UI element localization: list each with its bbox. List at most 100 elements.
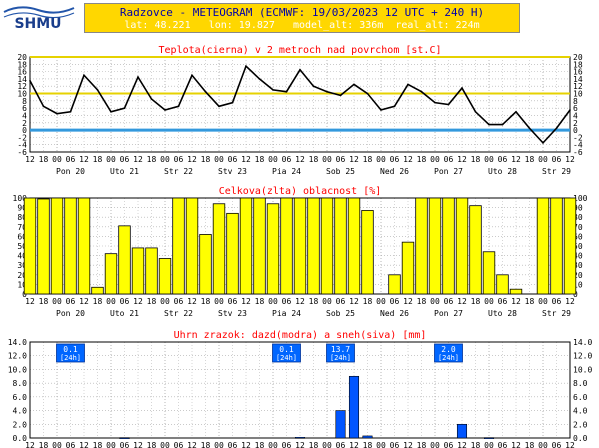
y-tick-label-left: 0.0: [13, 434, 28, 443]
temperature-point: [231, 101, 234, 104]
x-tick-hour: 06: [228, 297, 238, 306]
x-tick-hour: 18: [309, 297, 319, 306]
y-tick-label-right: 18: [573, 60, 583, 69]
x-tick-hour: 18: [147, 297, 157, 306]
chart-title: Uhrn zrazok: dazd(modra) a sneh(siva) [m…: [174, 330, 427, 341]
y-tick-label-left: 20: [17, 271, 27, 280]
y-tick-label-left: 12.0: [8, 352, 27, 361]
temperature-point: [150, 98, 153, 100]
y-tick-label-right: 8.0: [573, 379, 588, 388]
cloud-bar: [442, 197, 455, 295]
temperature-point: [501, 123, 504, 126]
x-tick-hour: 06: [120, 155, 130, 164]
x-tick-hour: 18: [525, 441, 535, 448]
temperature-point: [137, 76, 139, 78]
x-tick-hour: 06: [66, 297, 76, 306]
temperature-point: [164, 109, 166, 111]
temperature-point: [474, 111, 477, 113]
temperature-point: [434, 101, 436, 104]
x-tick-hour: 06: [228, 155, 238, 164]
y-tick-label-left: 8.0: [13, 379, 28, 388]
x-tick-hour: 06: [174, 155, 184, 164]
y-tick-label-left: 10.0: [8, 365, 27, 374]
x-tick-hour: 00: [106, 155, 116, 164]
x-tick-hour: 06: [174, 441, 184, 448]
daily-total-unit: [24h]: [276, 354, 297, 362]
x-tick-hour: 12: [79, 441, 89, 448]
header-real-alt: real_alt: 224m: [395, 20, 480, 31]
x-tick-hour: 12: [457, 297, 467, 306]
header-lon: lon: 19.827: [208, 20, 275, 31]
x-tick-hour: 12: [511, 297, 521, 306]
x-tick-hour: 06: [282, 297, 292, 306]
daily-total-unit: [24h]: [330, 354, 351, 362]
x-tick-hour: 06: [282, 155, 292, 164]
shmu-logo-graphic: SHMU: [3, 6, 75, 32]
y-tick-label-left: 6: [22, 104, 27, 113]
y-tick-label-right: 40: [573, 252, 583, 261]
cloud-bar: [158, 258, 172, 295]
cloud-bar: [77, 197, 91, 295]
x-tick-hour: 12: [79, 155, 89, 164]
x-tick-hour: 06: [498, 441, 508, 448]
x-tick-hour: 00: [538, 155, 548, 164]
header-location: lat: 48.221 lon: 19.827 model_alt: 336m …: [85, 20, 519, 31]
x-day-label: Pia 24: [272, 167, 301, 176]
x-tick-hour: 06: [498, 297, 508, 306]
daily-total-box: [326, 343, 355, 363]
x-tick-hour: 06: [120, 297, 130, 306]
cloud-bar: [226, 212, 239, 295]
x-tick-hour: 12: [565, 155, 575, 164]
y-tick-label-left: 60: [17, 232, 27, 241]
x-tick-hour: 06: [120, 441, 130, 448]
temperature-point: [488, 123, 490, 126]
cloud-bar: [415, 197, 428, 295]
x-tick-hour: 12: [187, 297, 197, 306]
cloud-bar: [118, 225, 131, 295]
x-tick-hour: 00: [322, 297, 332, 306]
y-tick-label-right: 10.0: [573, 365, 592, 374]
y-tick-label-right: 4: [573, 111, 578, 120]
x-tick-hour: 18: [255, 155, 265, 164]
daily-total-box: [434, 343, 463, 363]
x-tick-hour: 12: [187, 441, 197, 448]
x-tick-hour: 00: [484, 297, 494, 306]
x-tick-hour: 06: [444, 155, 454, 164]
x-tick-hour: 00: [376, 155, 386, 164]
temperature-point: [542, 142, 544, 144]
x-tick-hour: 06: [282, 441, 292, 448]
chart-title: Celkova(zlta) oblacnost [%]: [219, 186, 382, 197]
cloud-bar: [239, 197, 253, 295]
cloud-bar: [172, 197, 185, 295]
x-tick-hour: 00: [106, 441, 116, 448]
x-tick-hour: 06: [228, 441, 238, 448]
x-tick-hour: 06: [552, 297, 562, 306]
y-tick-label-right: 90: [573, 204, 583, 213]
temperature-point: [393, 105, 396, 108]
x-tick-hour: 06: [66, 441, 76, 448]
y-tick-label-left: 30: [17, 261, 27, 270]
cloud-bar: [334, 197, 347, 295]
y-tick-label-left: -2: [17, 133, 27, 142]
x-tick-hour: 12: [511, 155, 521, 164]
temperature-point: [218, 105, 220, 108]
x-tick-hour: 12: [349, 155, 359, 164]
x-tick-hour: 06: [390, 441, 400, 448]
temperature-point: [461, 87, 463, 89]
y-tick-label-left: 2.0: [13, 420, 28, 429]
y-tick-label-left: 80: [17, 213, 27, 222]
x-tick-hour: 00: [430, 297, 440, 306]
cloud-bar: [361, 210, 374, 295]
temperature-point: [353, 83, 355, 86]
cloud-bar: [550, 197, 563, 295]
x-tick-hour: 00: [322, 155, 332, 164]
x-tick-hour: 06: [336, 441, 346, 448]
x-tick-hour: 18: [201, 441, 211, 448]
x-tick-hour: 00: [268, 297, 278, 306]
x-tick-hour: 18: [39, 441, 49, 448]
x-tick-hour: 00: [52, 441, 62, 448]
x-tick-hour: 12: [187, 155, 197, 164]
temperature-point: [272, 89, 274, 91]
x-tick-hour: 12: [133, 297, 143, 306]
y-tick-label-left: 4: [22, 111, 27, 120]
